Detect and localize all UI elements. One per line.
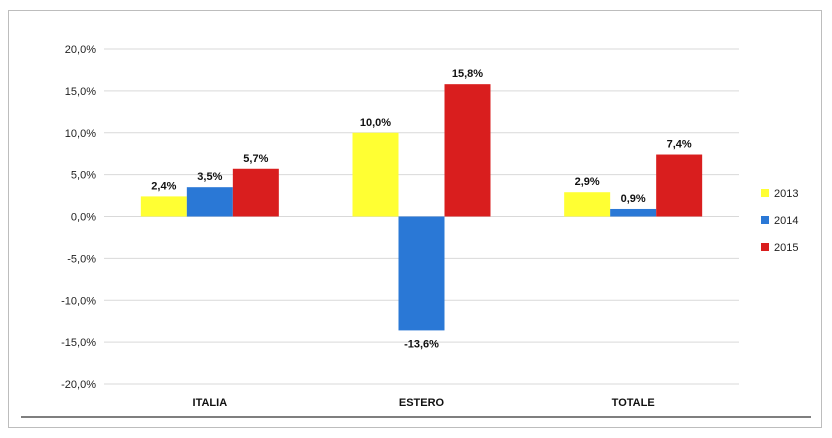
bar-totale-2013 bbox=[564, 192, 611, 217]
data-label: 3,5% bbox=[197, 171, 222, 183]
data-label: 5,7% bbox=[243, 153, 268, 165]
x-category-label: ITALIA bbox=[193, 397, 228, 409]
x-axis: ITALIA ESTERO TOTALE bbox=[21, 397, 811, 418]
bar-italia-2014 bbox=[186, 187, 233, 217]
data-label: 15,8% bbox=[452, 68, 483, 80]
legend-swatch-2014 bbox=[761, 216, 769, 224]
bar-italia-2015 bbox=[232, 168, 279, 217]
y-tick-label: -20,0% bbox=[61, 379, 96, 391]
y-tick-label: 5,0% bbox=[71, 170, 96, 182]
bar-estero-2013 bbox=[352, 132, 399, 217]
data-label: -13,6% bbox=[404, 338, 439, 350]
bars bbox=[140, 84, 703, 331]
data-label: 7,4% bbox=[667, 139, 692, 151]
data-label: 2,4% bbox=[151, 180, 176, 192]
y-tick-label: 20,0% bbox=[65, 44, 96, 56]
bar-estero-2015 bbox=[444, 84, 491, 217]
bar-totale-2015 bbox=[656, 154, 703, 217]
bar-estero-2014 bbox=[398, 216, 445, 331]
y-axis: 20,0% 15,0% 10,0% 5,0% 0,0% -5,0% -10,0% -15,0%… bbox=[61, 44, 96, 391]
y-tick-label: 10,0% bbox=[65, 128, 96, 140]
legend: 2013 2014 2015 bbox=[761, 188, 798, 254]
legend-label: 2013 bbox=[774, 188, 798, 200]
bar-italia-2013 bbox=[140, 196, 187, 217]
data-label: 0,9% bbox=[621, 193, 646, 205]
data-label: 10,0% bbox=[360, 117, 391, 129]
y-tick-label: 15,0% bbox=[65, 86, 96, 98]
y-tick-label: -15,0% bbox=[61, 337, 96, 349]
x-category-label: ESTERO bbox=[399, 397, 445, 409]
y-tick-label: -10,0% bbox=[61, 295, 96, 307]
legend-swatch-2015 bbox=[761, 243, 769, 251]
data-label: 2,9% bbox=[575, 176, 600, 188]
y-tick-label: 0,0% bbox=[71, 212, 96, 224]
x-category-label: TOTALE bbox=[612, 397, 655, 409]
chart-frame: 20,0% 15,0% 10,0% 5,0% 0,0% -5,0% -10,0% -15,0%… bbox=[8, 10, 822, 428]
bar-totale-2014 bbox=[610, 208, 657, 217]
data-labels: 2,4% 3,5% 5,7% 10,0% -13,6% 15,8% 2,9% 0,9% 7,4% bbox=[151, 68, 692, 350]
y-tick-label: -5,0% bbox=[67, 253, 96, 265]
legend-label: 2014 bbox=[774, 215, 798, 227]
bar-chart: 20,0% 15,0% 10,0% 5,0% 0,0% -5,0% -10,0% -15,0%… bbox=[21, 44, 811, 418]
legend-swatch-2013 bbox=[761, 189, 769, 197]
legend-label: 2015 bbox=[774, 242, 798, 254]
